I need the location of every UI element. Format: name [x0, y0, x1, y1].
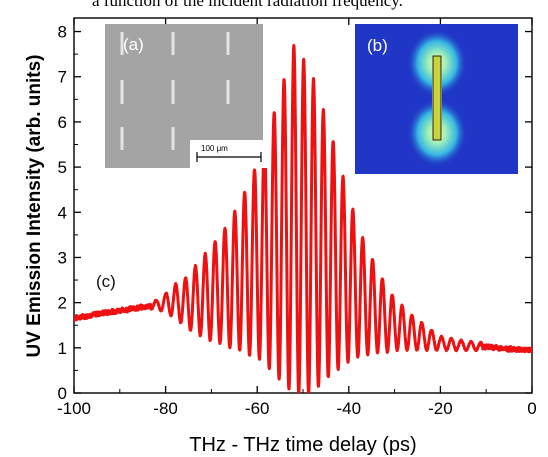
scalebar-backdrop	[190, 140, 270, 168]
slit	[120, 80, 124, 104]
x-tick-label: -60	[245, 399, 270, 418]
scalebar-label: 100 μm	[201, 144, 228, 153]
x-tick-label: -40	[337, 399, 362, 418]
annotation-c: (c)	[96, 272, 116, 291]
inset-a-slits	[120, 32, 230, 150]
y-tick-label: 4	[58, 203, 67, 222]
slit	[171, 80, 175, 104]
y-tick-label: 2	[58, 294, 67, 313]
y-tick-label: 8	[58, 23, 67, 42]
inset-b-label: (b)	[367, 36, 388, 55]
y-tick-label: 0	[58, 384, 67, 403]
x-tick-label: 0	[527, 399, 536, 418]
y-tick-label: 3	[58, 248, 67, 267]
y-tick-label: 5	[58, 158, 67, 177]
inset-a: (a) 100 μm	[105, 24, 270, 168]
x-tick-label: -100	[57, 399, 91, 418]
axis-tick-labels: -100 -80 -60 -40 -20 0 0 1 2 3 4 5 6 7 8	[57, 23, 537, 418]
x-tick-label: -80	[153, 399, 178, 418]
slit	[120, 127, 124, 150]
y-tick-label: 7	[58, 68, 67, 87]
inset-a-label: (a)	[123, 35, 144, 54]
caption-fragment: a function of the incident radiation fre…	[92, 0, 403, 10]
series-line	[74, 43, 532, 393]
inset-b: (b)	[355, 24, 518, 174]
slit	[120, 32, 124, 55]
y-tick-label: 1	[58, 339, 67, 358]
slit	[171, 32, 175, 55]
x-tick-label: -20	[428, 399, 453, 418]
slit	[171, 127, 175, 150]
y-axis-title: UV Emission Intensity (arb. units)	[24, 55, 45, 358]
slit	[226, 32, 230, 55]
antenna-rod	[432, 55, 442, 141]
x-axis-title: THz - THz time delay (ps)	[189, 434, 416, 456]
axis-ticks	[73, 18, 533, 394]
slit	[226, 80, 230, 104]
y-tick-label: 6	[58, 113, 67, 132]
